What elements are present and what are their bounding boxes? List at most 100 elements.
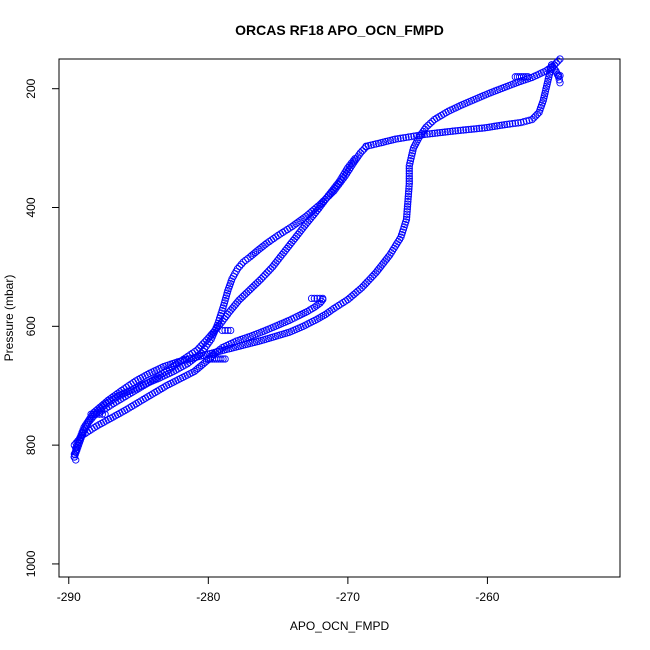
data-point	[199, 340, 207, 348]
data-point	[478, 124, 486, 132]
data-point	[446, 127, 454, 136]
data-point	[265, 237, 273, 246]
data-point	[286, 240, 294, 249]
data-point	[250, 282, 258, 290]
data-point	[237, 260, 246, 268]
data-point	[310, 294, 319, 303]
data-point	[344, 164, 352, 172]
data-point	[370, 271, 378, 279]
data-point	[436, 129, 444, 137]
data-point	[200, 338, 209, 346]
data-point	[348, 292, 356, 300]
data-point	[459, 126, 467, 134]
data-point	[508, 119, 517, 128]
data-point	[241, 256, 250, 265]
data-point	[428, 129, 436, 138]
data-point	[396, 134, 405, 142]
data-point	[454, 126, 462, 135]
data-point	[316, 294, 324, 303]
data-point	[405, 182, 413, 190]
data-point	[98, 410, 106, 418]
data-point	[488, 123, 496, 131]
data-point	[428, 117, 436, 126]
y-tick-label: 1000	[24, 550, 38, 577]
data-point	[449, 127, 457, 135]
data-point	[193, 346, 201, 354]
data-point	[228, 304, 237, 312]
data-point	[520, 118, 528, 126]
data-point	[272, 233, 280, 241]
data-point	[239, 258, 247, 266]
data-point	[405, 164, 413, 173]
data-point	[358, 284, 366, 292]
data-point	[237, 294, 245, 303]
data-point	[263, 269, 271, 277]
data-point	[295, 228, 304, 236]
data-point	[253, 278, 262, 287]
y-tick-label: 800	[24, 435, 38, 455]
data-point	[273, 257, 281, 265]
data-point	[470, 125, 478, 133]
data-point	[233, 298, 242, 306]
data-point	[361, 280, 369, 288]
data-point	[403, 210, 411, 218]
data-point	[195, 344, 203, 352]
data-point	[356, 285, 364, 294]
data-point	[287, 238, 296, 247]
data-point	[430, 115, 439, 124]
data-point	[524, 73, 532, 81]
data-point	[275, 255, 283, 263]
data-point	[404, 192, 412, 201]
data-point	[252, 280, 260, 288]
data-point	[490, 122, 499, 130]
data-point	[268, 263, 277, 271]
data-point	[244, 287, 252, 295]
data-points	[70, 55, 564, 464]
data-point	[493, 122, 501, 130]
data-point	[72, 456, 80, 464]
data-point	[483, 123, 491, 132]
data-point	[363, 278, 371, 286]
data-point	[522, 117, 531, 125]
data-point	[321, 310, 330, 319]
data-point	[283, 244, 291, 253]
data-point	[280, 249, 288, 257]
data-point	[531, 112, 540, 120]
data-point	[410, 132, 418, 140]
data-point	[394, 135, 402, 143]
data-point	[423, 130, 431, 138]
data-point	[405, 187, 413, 196]
data-point	[359, 282, 368, 290]
y-axis: 200 400 600 800 1000	[24, 78, 60, 577]
data-point	[90, 410, 98, 418]
data-point	[556, 71, 564, 80]
data-point	[415, 131, 423, 139]
data-point	[191, 348, 199, 356]
data-point	[451, 127, 459, 135]
plot-area-frame	[58, 58, 621, 578]
data-point	[457, 126, 465, 134]
y-tick-label: 600	[24, 316, 38, 336]
data-point	[248, 284, 256, 292]
data-point	[433, 129, 442, 137]
data-point	[426, 130, 434, 138]
data-point	[313, 294, 321, 303]
data-point	[405, 172, 413, 180]
data-point	[443, 128, 452, 136]
data-point	[319, 294, 327, 303]
data-point	[495, 121, 504, 130]
data-point	[556, 55, 564, 63]
data-point	[475, 124, 483, 133]
data-point	[345, 161, 354, 170]
data-point	[284, 242, 293, 251]
data-point	[525, 116, 533, 124]
data-point	[242, 289, 251, 297]
data-point	[405, 185, 413, 193]
data-point	[261, 271, 269, 279]
data-point	[420, 130, 429, 139]
x-axis: -290 -280 -270 -260	[57, 576, 500, 604]
data-point	[349, 157, 357, 165]
data-point	[217, 355, 225, 363]
data-point	[366, 274, 375, 283]
